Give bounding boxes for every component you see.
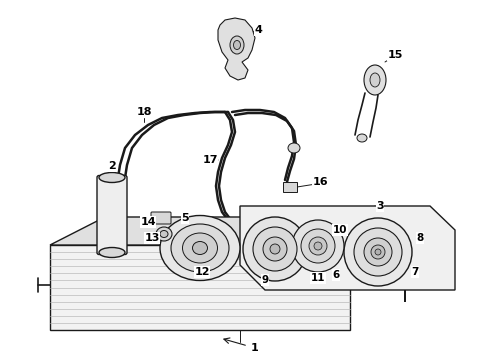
- Circle shape: [344, 218, 412, 286]
- Ellipse shape: [364, 65, 386, 95]
- Ellipse shape: [288, 143, 300, 153]
- Text: 1: 1: [251, 343, 259, 353]
- Ellipse shape: [193, 242, 207, 255]
- Circle shape: [270, 244, 280, 254]
- Circle shape: [292, 220, 344, 272]
- Ellipse shape: [230, 36, 244, 54]
- Circle shape: [375, 249, 381, 255]
- Ellipse shape: [234, 41, 241, 50]
- Circle shape: [263, 237, 287, 261]
- Text: 6: 6: [332, 270, 340, 280]
- Ellipse shape: [171, 224, 229, 272]
- Text: 17: 17: [202, 155, 218, 165]
- Ellipse shape: [99, 248, 125, 257]
- Text: 7: 7: [411, 267, 418, 277]
- Circle shape: [301, 229, 335, 263]
- Text: 9: 9: [262, 275, 269, 285]
- Polygon shape: [50, 217, 405, 245]
- Ellipse shape: [182, 233, 218, 263]
- Polygon shape: [50, 245, 350, 330]
- Circle shape: [314, 242, 322, 250]
- Ellipse shape: [160, 216, 240, 280]
- Circle shape: [371, 245, 385, 259]
- Circle shape: [354, 228, 402, 276]
- Text: 12: 12: [194, 267, 210, 277]
- Circle shape: [309, 237, 327, 255]
- Polygon shape: [218, 18, 255, 80]
- Text: 8: 8: [416, 233, 424, 243]
- Text: 5: 5: [181, 213, 189, 223]
- Text: 4: 4: [254, 25, 262, 35]
- FancyBboxPatch shape: [151, 212, 171, 224]
- Text: 16: 16: [312, 177, 328, 187]
- Text: 13: 13: [145, 233, 160, 243]
- Text: 18: 18: [136, 107, 152, 117]
- Polygon shape: [350, 217, 405, 302]
- Circle shape: [243, 217, 307, 281]
- Text: 14: 14: [140, 217, 156, 227]
- Circle shape: [364, 238, 392, 266]
- Ellipse shape: [370, 73, 380, 87]
- Text: 15: 15: [387, 50, 403, 60]
- Ellipse shape: [160, 230, 168, 238]
- Bar: [283, 182, 297, 192]
- Text: 10: 10: [333, 225, 347, 235]
- Text: 2: 2: [108, 161, 116, 171]
- Ellipse shape: [99, 172, 125, 183]
- Circle shape: [253, 227, 297, 271]
- Polygon shape: [240, 206, 455, 290]
- Ellipse shape: [156, 227, 172, 241]
- FancyBboxPatch shape: [97, 176, 127, 255]
- Text: 11: 11: [311, 273, 325, 283]
- Ellipse shape: [357, 134, 367, 142]
- Text: 3: 3: [376, 201, 384, 211]
